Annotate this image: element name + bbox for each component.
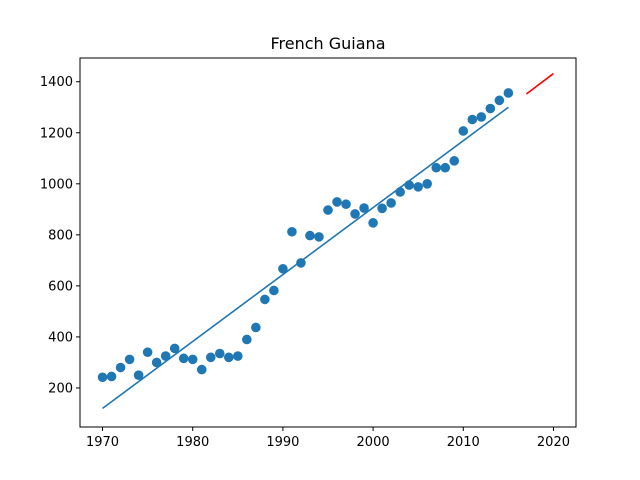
data-point <box>187 354 198 365</box>
data-point <box>178 353 189 364</box>
x-tick-label: 1980 <box>176 435 209 450</box>
data-point <box>160 351 171 361</box>
data-point <box>314 232 324 242</box>
forecast-line <box>525 72 554 95</box>
data-point <box>151 357 162 368</box>
data-point <box>503 88 514 98</box>
data-point <box>467 114 478 125</box>
data-point <box>305 230 315 241</box>
data-point <box>124 354 135 365</box>
data-point <box>133 370 144 380</box>
y-axis: 200 400 600 800 1000 1200 1400 <box>40 75 80 396</box>
data-point <box>287 226 297 237</box>
y-tick-label: 800 <box>48 228 73 243</box>
data-point <box>476 112 487 122</box>
x-tick-label: 1990 <box>266 435 299 450</box>
y-tick-label: 1000 <box>40 177 73 192</box>
data-point <box>97 372 108 383</box>
data-point <box>205 352 216 363</box>
data-point <box>142 347 153 358</box>
data-point <box>386 198 396 208</box>
data-point <box>341 199 351 210</box>
data-point <box>233 351 243 361</box>
chart-title: French Guiana <box>270 34 385 53</box>
data-point <box>169 343 180 354</box>
data-point <box>440 162 451 173</box>
x-tick-label: 1970 <box>86 435 119 450</box>
y-tick-label: 1400 <box>40 75 73 90</box>
data-point <box>332 197 342 207</box>
data-point <box>278 263 288 274</box>
y-tick-label: 400 <box>48 330 73 345</box>
x-tick-label: 2000 <box>357 435 390 450</box>
data-point <box>115 362 126 373</box>
data-point <box>359 203 369 213</box>
data-point <box>242 334 252 345</box>
data-point <box>377 203 387 214</box>
y-tick-label: 1200 <box>40 126 73 141</box>
data-point <box>269 285 279 296</box>
axes-frame <box>79 57 577 428</box>
data-point <box>296 258 306 268</box>
data-point <box>395 187 405 197</box>
data-point <box>404 180 414 190</box>
y-tick-label: 600 <box>48 279 73 294</box>
data-point <box>413 182 423 192</box>
data-point <box>350 209 360 219</box>
plot-area <box>97 72 554 410</box>
y-tick-label: 200 <box>48 381 73 396</box>
x-axis: 1970 1980 1990 2000 2010 2020 <box>86 427 570 450</box>
data-point <box>422 179 433 189</box>
data-point <box>485 103 496 114</box>
data-point <box>458 126 469 136</box>
data-point <box>106 371 117 382</box>
data-point <box>196 364 207 375</box>
data-point <box>431 162 442 173</box>
trend-line <box>102 106 509 410</box>
data-point <box>494 95 505 106</box>
data-point <box>449 156 460 166</box>
data-point <box>214 348 225 359</box>
data-point <box>260 294 270 305</box>
data-point <box>368 218 378 228</box>
data-point <box>323 205 333 215</box>
data-point <box>224 352 234 363</box>
x-tick-label: 2010 <box>447 435 480 450</box>
data-point <box>251 322 261 333</box>
x-tick-label: 2020 <box>537 435 570 450</box>
